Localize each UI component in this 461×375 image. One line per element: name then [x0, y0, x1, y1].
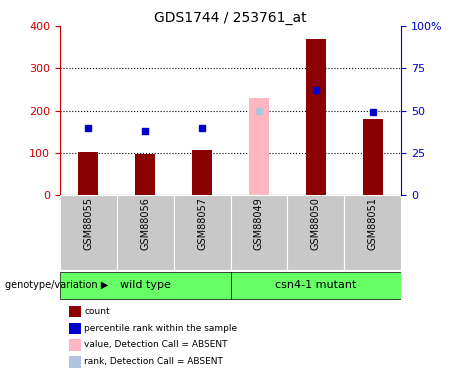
Bar: [306, 39, 326, 195]
Bar: [344, 195, 401, 270]
Text: GSM88056: GSM88056: [140, 197, 150, 250]
Title: GDS1744 / 253761_at: GDS1744 / 253761_at: [154, 11, 307, 25]
Text: percentile rank within the sample: percentile rank within the sample: [84, 324, 237, 333]
Bar: [78, 152, 98, 195]
Text: GSM88057: GSM88057: [197, 197, 207, 250]
Text: value, Detection Call = ABSENT: value, Detection Call = ABSENT: [84, 340, 228, 350]
Bar: [192, 150, 212, 195]
Bar: [249, 98, 269, 195]
Text: rank, Detection Call = ABSENT: rank, Detection Call = ABSENT: [84, 357, 223, 366]
Text: count: count: [84, 307, 110, 316]
Bar: [60, 195, 117, 270]
Bar: [230, 195, 287, 270]
Text: GSM88049: GSM88049: [254, 197, 264, 250]
Bar: [363, 119, 383, 195]
Bar: [174, 195, 230, 270]
Text: GSM88055: GSM88055: [83, 197, 94, 250]
Text: GSM88051: GSM88051: [367, 197, 378, 250]
Bar: [287, 195, 344, 270]
Text: genotype/variation ▶: genotype/variation ▶: [5, 280, 108, 290]
Text: GSM88050: GSM88050: [311, 197, 321, 250]
Text: wild type: wild type: [120, 280, 171, 290]
Bar: [135, 154, 155, 195]
Bar: [60, 272, 230, 298]
Bar: [230, 272, 401, 298]
Text: csn4-1 mutant: csn4-1 mutant: [275, 280, 356, 290]
Bar: [117, 195, 174, 270]
